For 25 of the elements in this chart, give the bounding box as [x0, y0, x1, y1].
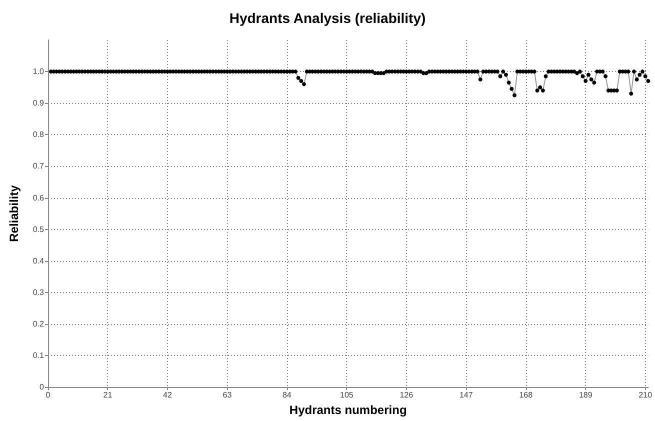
x-tick-label: 126: [400, 390, 414, 400]
x-tick-label: 189: [578, 390, 593, 400]
y-tick-label: 0.6: [32, 193, 45, 202]
y-tick-label: 0.5: [32, 224, 45, 234]
y-tick-label: 0.9: [32, 98, 45, 108]
y-tick-label: 0.2: [32, 319, 45, 328]
y-tick-label: 0.3: [32, 288, 45, 297]
x-tick-label: 168: [519, 390, 534, 400]
chart-title: Hydrants Analysis (reliability): [229, 10, 426, 26]
y-axis-title: Reliability: [7, 184, 21, 242]
x-tick-label: 42: [163, 390, 172, 400]
y-tick-label: 0.1: [32, 351, 45, 360]
y-tick-label: 0.8: [32, 130, 45, 140]
x-tick-label: 0: [46, 390, 51, 400]
x-tick-label: 147: [459, 390, 474, 400]
x-tick-label: 210: [638, 390, 653, 400]
y-tick-label: 0.4: [32, 256, 45, 266]
x-axis-title: Hydrants numbering: [289, 403, 407, 417]
x-tick-label: 105: [340, 390, 354, 400]
y-tick-label: 0.7: [32, 162, 45, 171]
x-tick-label: 84: [282, 390, 292, 400]
x-tick-label: 21: [103, 390, 113, 400]
x-tick-label: 63: [222, 390, 232, 400]
y-tick-label: 0: [40, 382, 45, 392]
y-tick-label: 1.0: [32, 67, 45, 76]
